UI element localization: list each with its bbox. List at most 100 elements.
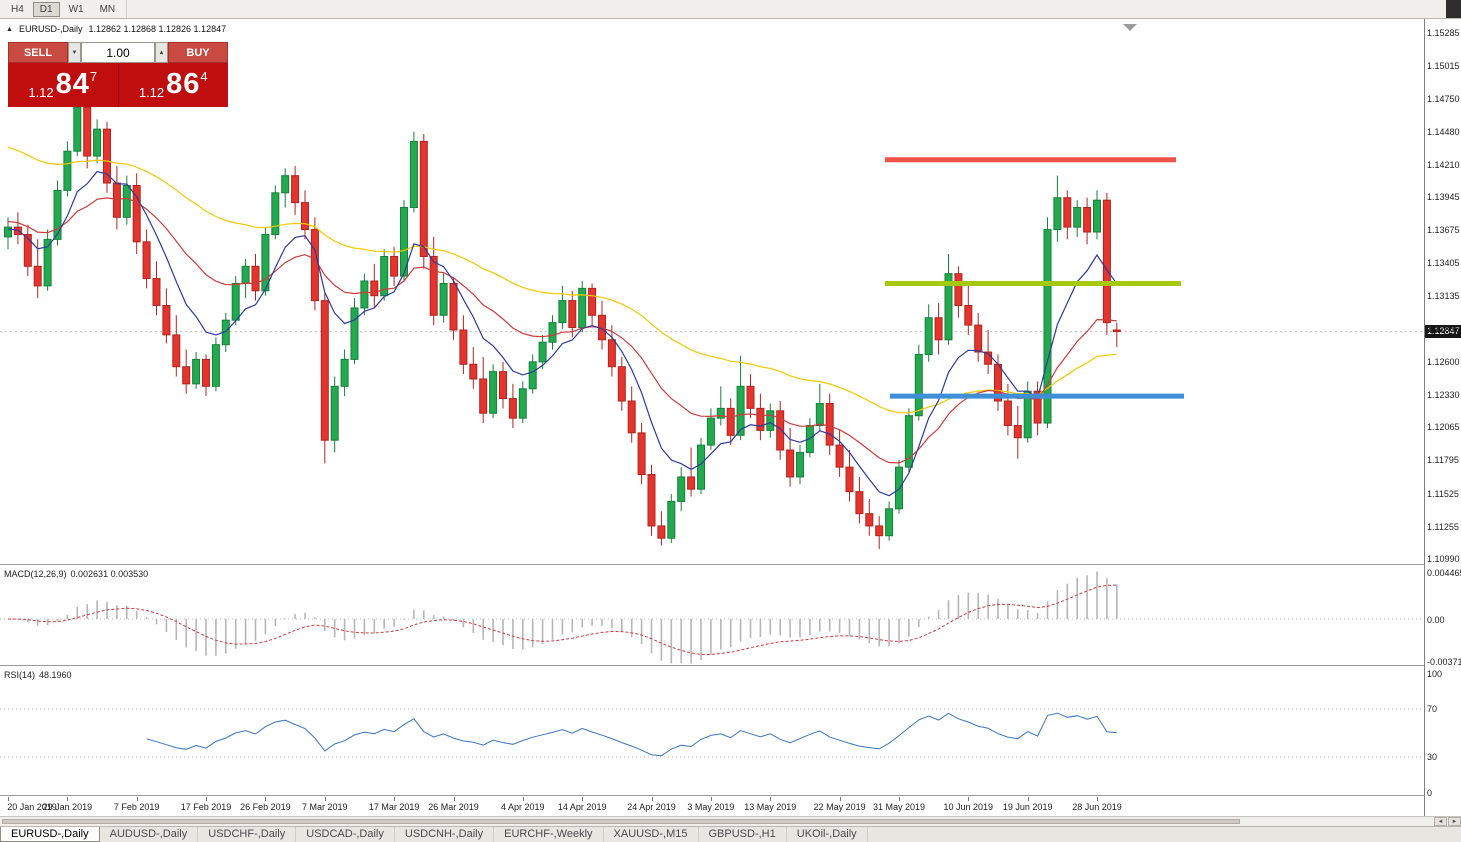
macd-axis-label: -0.003715	[1427, 656, 1461, 667]
chart-tab-eurusd-daily[interactable]: EURUSD-,Daily	[0, 827, 100, 842]
chart-ohlc-values: 1.12862 1.12868 1.12826 1.12847	[88, 24, 227, 34]
candle-up	[944, 273, 953, 341]
candle-up	[538, 341, 547, 363]
chart-ohlc-header: ▲ EURUSD-,Daily 1.12862 1.12868 1.12826 …	[6, 24, 226, 34]
candle-down	[33, 265, 42, 287]
candle-up	[261, 233, 270, 292]
buy-button[interactable]: BUY	[168, 42, 228, 63]
chart-shift-marker-icon[interactable]	[1123, 24, 1137, 31]
candle-up	[924, 317, 933, 355]
candle-up	[904, 415, 913, 468]
candle-down	[687, 476, 696, 490]
time-axis-tick	[968, 797, 970, 801]
chart-tab-gbpusd-h1[interactable]: GBPUSD-,H1	[699, 827, 787, 842]
scrollbar-thumb[interactable]	[2, 819, 1240, 824]
sell-button[interactable]: SELL	[8, 42, 68, 63]
rsi-indicator-panel[interactable]: RSI(14) 48.1960	[0, 667, 1424, 796]
candle-down	[370, 280, 379, 297]
time-axis-tick	[136, 797, 138, 801]
candle-up	[914, 353, 923, 417]
chart-tab-eurchf-weekly[interactable]: EURCHF-,Weekly	[494, 827, 604, 842]
candle-down	[172, 334, 181, 368]
chart-tab-xauusd-m15[interactable]: XAUUSD-,M15	[604, 827, 699, 842]
candle-down	[607, 339, 616, 368]
candle-up	[4, 226, 12, 238]
scroll-right-icon: ►	[1451, 819, 1458, 825]
macd-signal-line	[7, 584, 1117, 656]
chart-tab-usdcnh-daily[interactable]: USDCNH-,Daily	[395, 827, 495, 842]
candle-up	[885, 508, 894, 537]
buy-price-pip-digit: 4	[200, 69, 208, 84]
candle-down	[1083, 207, 1092, 233]
rsi-value: 48.1960	[39, 670, 72, 680]
buy-price-display[interactable]: 1.12 86 4	[117, 63, 229, 107]
price-axis-label: 1.15015	[1427, 61, 1460, 72]
candle-up	[241, 265, 250, 284]
candle-down	[301, 202, 309, 231]
candle-up	[63, 150, 72, 191]
time-axis-tick	[67, 797, 69, 801]
time-axis-label: 7 Mar 2019	[302, 802, 348, 812]
chart-tabs-bar: EURUSD-,Daily AUDUSD-,Daily USDCHF-,Daily U…	[0, 826, 1461, 842]
volume-input[interactable]	[81, 42, 155, 63]
chart-tab-ukoil-daily[interactable]: UKOil-,Daily	[787, 827, 868, 842]
window-marker-icon: ▲	[6, 25, 13, 33]
price-axis[interactable]: 1.12847 1.15285 1.15015 1.14750 1.14480 1.14…	[1424, 19, 1461, 816]
candle-down	[1063, 197, 1072, 228]
timeframe-button-H4[interactable]: H4	[11, 3, 24, 15]
candle-down	[310, 229, 319, 302]
ma-slow-yellow[interactable]	[7, 146, 1117, 414]
candle-up	[489, 371, 498, 414]
sell-price-big-digits: 84	[55, 68, 90, 100]
volume-decrease-button[interactable]: ▼	[68, 42, 81, 63]
candle-down	[1102, 199, 1111, 324]
candle-down	[855, 491, 864, 515]
candle-down	[162, 304, 171, 336]
timeframe-button-W1[interactable]: W1	[68, 3, 84, 15]
candle-down	[83, 106, 92, 157]
rsi-axis-label: 70	[1427, 704, 1438, 714]
timeframe-button-D1[interactable]: D1	[32, 1, 60, 17]
candle-down	[508, 398, 517, 419]
rsi-chart[interactable]	[0, 667, 1424, 796]
scroll-left-button[interactable]: ◄	[1434, 817, 1447, 826]
time-axis-label: 17 Mar 2019	[368, 802, 420, 812]
scroll-right-button[interactable]: ►	[1448, 817, 1461, 826]
trade-controls-row: SELL ▼ ▲ BUY	[8, 42, 228, 63]
time-axis-label: 7 Feb 2019	[113, 802, 160, 812]
candle-up	[528, 361, 537, 390]
candle-up	[231, 282, 240, 321]
candle-down	[756, 407, 765, 431]
ma-medium-red[interactable]	[7, 197, 1117, 464]
horizontal-scrollbar[interactable]: ◄ ►	[0, 816, 1461, 826]
scroll-left-icon: ◄	[1437, 819, 1444, 825]
time-axis-tick	[582, 797, 584, 801]
chart-tab-usdchf-daily[interactable]: USDCHF-,Daily	[198, 827, 297, 842]
candlestick-chart[interactable]	[0, 19, 1424, 565]
time-axis-tick	[265, 797, 267, 801]
candle-up	[548, 322, 557, 343]
ma-fast-blue[interactable]	[7, 170, 1118, 497]
time-axis-tick	[453, 797, 455, 801]
current-price-tag: 1.12847	[1425, 324, 1461, 338]
candle-up	[360, 280, 369, 309]
macd-chart[interactable]	[0, 566, 1424, 666]
macd-indicator-panel[interactable]: MACD(12,26,9) 0.002631 0.003530	[0, 566, 1424, 666]
candle-down	[825, 402, 834, 446]
candle-down	[875, 525, 884, 537]
candle-down	[419, 140, 428, 258]
sell-price-display[interactable]: 1.12 84 7	[8, 63, 118, 107]
macd-label: MACD(12,26,9) 0.002631 0.003530	[4, 569, 152, 579]
time-axis[interactable]: 20 Jan 2019 29 Jan 2019 7 Feb 2019 17 Feb 2…	[0, 797, 1424, 815]
window-corner-button[interactable]	[1446, 0, 1461, 18]
candle-up	[706, 417, 715, 446]
volume-increase-button[interactable]: ▲	[155, 42, 168, 63]
timeframe-button-MN[interactable]: MN	[99, 3, 116, 15]
time-axis-tick	[770, 797, 772, 801]
price-chart-panel[interactable]: ▲ EURUSD-,Daily 1.12862 1.12868 1.12826 …	[0, 19, 1424, 565]
chart-tab-audusd-daily[interactable]: AUDUSD-,Daily	[100, 827, 199, 842]
chart-tab-usdcad-daily[interactable]: USDCAD-,Daily	[296, 827, 395, 842]
candle-down	[132, 184, 141, 243]
time-axis-label: 26 Feb 2019	[240, 802, 291, 812]
price-axis-label: 1.13405	[1427, 258, 1460, 269]
